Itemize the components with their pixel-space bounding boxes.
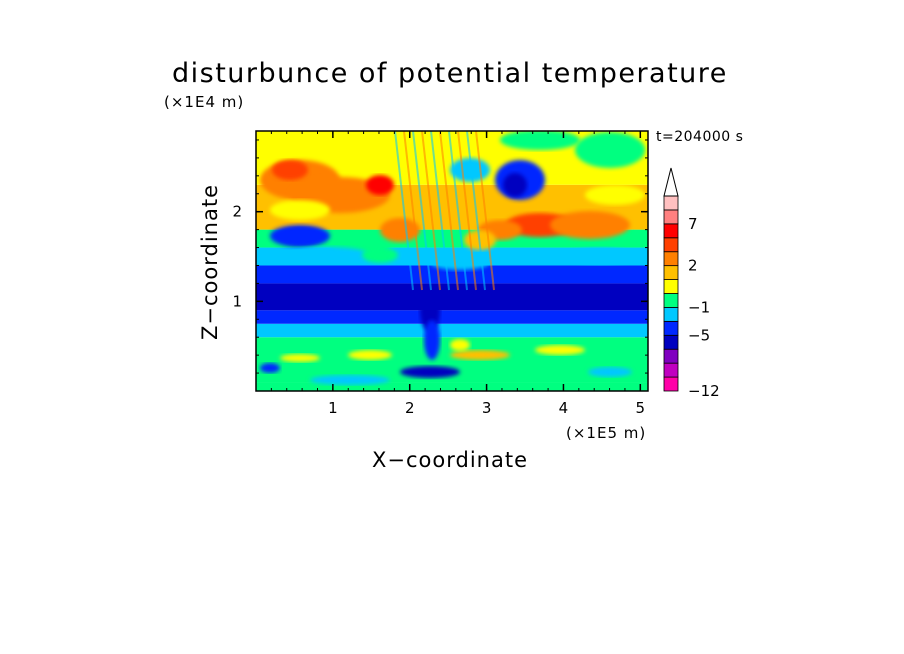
heatmap-wave-streak [457, 131, 477, 291]
heatmap-blob [585, 185, 645, 205]
colorbar-segment [663, 195, 679, 211]
colorbar-segment [663, 279, 679, 294]
y-tick-label: 1 [232, 292, 242, 310]
heatmap-blob [588, 367, 632, 377]
colorbar-segment [663, 237, 679, 253]
heatmap-blob [500, 131, 580, 150]
heatmap-layer [256, 283, 648, 311]
colorbar-segment [663, 251, 679, 267]
heatmap-blob [270, 200, 330, 220]
colorbar-segment [663, 348, 679, 364]
time-label: t=204000 s [656, 129, 744, 145]
x-tick-label: 3 [482, 399, 492, 417]
colorbar-segment [663, 293, 679, 308]
heatmap-blob [348, 350, 392, 360]
colorbar-tick-label: −12 [688, 382, 720, 400]
x-tick-label: 1 [328, 399, 338, 417]
y-tick-label: 2 [232, 203, 242, 221]
heatmap-wave-streak [412, 131, 432, 291]
heatmap-blob [380, 218, 420, 242]
x-tick-label: 5 [636, 399, 646, 417]
colorbar-segment [663, 307, 679, 322]
colorbar-tick-label: 2 [688, 257, 698, 275]
heatmap-layer [256, 382, 648, 391]
colorbar-tick-label: −1 [688, 298, 710, 316]
heatmap-layer [256, 323, 648, 338]
heatmap-blob [575, 132, 645, 168]
colorbar-segment [663, 223, 679, 239]
x-axis-unit-label: (×1E5 m) [566, 424, 647, 442]
heatmap-blob [565, 248, 635, 264]
heatmap-blob [400, 366, 460, 378]
heatmap-blob [550, 211, 630, 239]
heatmap-wave-streak [421, 131, 441, 291]
x-tick-label: 2 [405, 399, 415, 417]
colorbar-segment [663, 376, 679, 392]
heatmap-wave-streak [475, 131, 495, 291]
heatmap-blob [272, 160, 308, 180]
heatmap-blob [420, 288, 440, 332]
colorbar-extend-arrow [663, 167, 679, 197]
heatmap-blob [260, 363, 280, 373]
heatmap-blob [535, 345, 585, 355]
chart-title: disturbunce of potential temperature [172, 58, 728, 89]
heatmap-blob [424, 320, 440, 360]
heatmap-wave-streak [430, 131, 450, 291]
y-axis-unit-label: (×1E4 m) [164, 93, 245, 111]
plot-frame [255, 130, 649, 392]
colorbar-tick-label: 7 [688, 215, 698, 233]
colorbar-segment [663, 334, 679, 350]
x-axis-label: X−coordinate [372, 448, 528, 472]
heatmap-wave-streak [403, 131, 423, 291]
heatmap-wave-streak [466, 131, 486, 291]
heatmap-blob [362, 247, 398, 263]
heatmap-blob [366, 175, 394, 195]
heatmap-blob [270, 225, 330, 247]
colorbar-tick-label: −5 [688, 326, 710, 344]
heatmap-blob [503, 173, 527, 197]
heatmap-blob [310, 375, 390, 385]
colorbar-segment [663, 209, 679, 225]
colorbar-segment [663, 265, 679, 280]
heatmap-blob [450, 339, 470, 351]
colorbar-segment [663, 362, 679, 378]
heatmap-blob [280, 354, 320, 362]
heatmap-wave-streak [439, 131, 459, 291]
heatmap-wave-streak [448, 131, 468, 291]
heatmap-layer [256, 310, 648, 324]
colorbar-segment [663, 320, 679, 336]
heatmap-wave-streak [394, 131, 414, 291]
x-tick-label: 4 [559, 399, 569, 417]
heatmap-blob [290, 247, 370, 263]
heatmap-layer [256, 265, 648, 284]
heatmap-blob [450, 350, 510, 360]
